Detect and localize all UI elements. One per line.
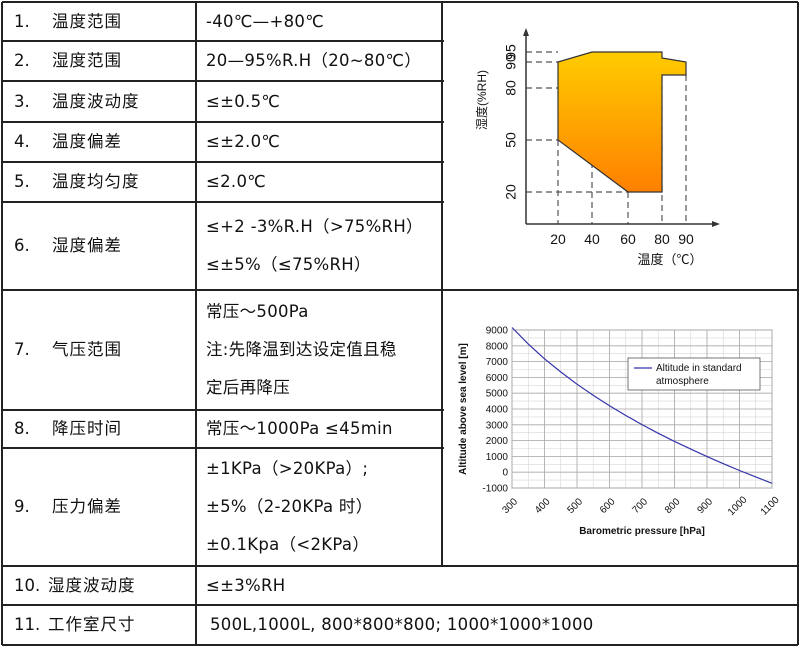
y-tick-label: 4000 (486, 405, 509, 416)
row-label: 气压范围 (52, 340, 122, 359)
x-tick-label: 80 (654, 231, 670, 247)
table-rule-h (2, 565, 798, 567)
row-number: 10. (14, 575, 41, 595)
table-rule-h (2, 40, 444, 42)
y-tick-label: 0 (502, 468, 508, 479)
y-tick-label: 6000 (486, 373, 509, 384)
row-value: ±5%（2-20KPa 时） (206, 497, 373, 516)
x-tick-label: 900 (695, 496, 715, 516)
x-tick-label: 600 (598, 496, 618, 516)
table-rule-h (2, 80, 444, 82)
legend-label: Altitude in standard (656, 363, 742, 374)
row-value: 500L,1000L, 800*800*800; 1000*1000*1000 (210, 615, 594, 634)
x-tick-label: 800 (663, 496, 683, 516)
y-axis-title: Altitude above sea level [m] (458, 343, 469, 475)
x-tick-label: 500 (565, 496, 585, 516)
row-label: 湿度波动度 (48, 575, 136, 595)
y-tick-label: 2000 (486, 436, 509, 447)
row-label: 压力偏差 (52, 497, 122, 516)
row-value: ≤±0.5℃ (206, 91, 281, 111)
y-tick-label: -1000 (482, 484, 508, 495)
row-number: 3. (14, 91, 30, 111)
pressure-altitude-chart: -1000 0 1000 2000 3000 4000 5000 6000 7000 8000 90… (458, 326, 782, 538)
row-value: ≤±2.0℃ (206, 132, 281, 151)
row-value: 常压～500Pa (206, 302, 309, 321)
y-axis-arrow (523, 28, 529, 36)
table-rule-v (195, 2, 197, 645)
x-tick-label: 1000 (726, 494, 750, 518)
x-axis-title: Barometric pressure [hPa] (579, 526, 705, 537)
row-value: ≤±3%RH (206, 575, 286, 595)
table-rule-h (2, 409, 444, 411)
row-number: 9. (14, 497, 30, 516)
x-axis-arrow (712, 221, 720, 227)
x-tick-label: 40 (584, 231, 600, 247)
row-value: ±1KPa（>20KPa）; (206, 459, 369, 478)
legend-box (627, 357, 761, 391)
y-tick-label: 1000 (486, 452, 509, 463)
row-label: 温度范围 (52, 11, 122, 31)
y-axis-title: 湿度(%RH) (474, 70, 489, 130)
row-label: 湿度偏差 (52, 236, 122, 255)
y-tick-label: 50 (503, 132, 519, 148)
y-tick-label: 7000 (486, 357, 509, 368)
row-label: 温度波动度 (52, 91, 140, 111)
row-number: 4. (14, 132, 30, 151)
y-tick-label: 95 (503, 44, 519, 60)
row-label: 湿度范围 (52, 51, 122, 70)
y-tick-label: 90 (503, 54, 519, 70)
row-number: 1. (14, 11, 30, 31)
table-rule-h (2, 289, 798, 291)
row-number: 7. (14, 340, 30, 359)
row-number: 5. (14, 172, 30, 191)
x-axis-title: 温度（℃） (637, 252, 702, 267)
y-tick-label: 80 (503, 80, 519, 96)
table-rule-v (1, 2, 3, 645)
operating-region (557, 51, 687, 193)
row-value: ≤±5%（≤75%RH） (206, 255, 371, 274)
table-rule-h (2, 121, 444, 123)
row-value: ±0.1Kpa（<2KPa） (206, 535, 370, 554)
y-tick-label: 9000 (486, 326, 509, 337)
table-rule-v (797, 2, 799, 645)
row-value: 常压～1000Pa ≤45min (206, 419, 393, 438)
x-tick-label: 20 (550, 231, 566, 247)
y-tick-label: 20 (503, 184, 519, 200)
row-value: ≤+2 -3%R.H（>75%RH） (206, 217, 423, 236)
table-rule-h (2, 604, 798, 606)
x-tick-label: 60 (620, 231, 636, 247)
x-tick-label: 400 (533, 496, 553, 516)
row-value: 定后再降压 (206, 378, 290, 397)
y-tick-label: 8000 (486, 341, 509, 352)
x-tick-label: 90 (678, 231, 694, 247)
row-label: 温度偏差 (52, 132, 122, 151)
table-rule-h (2, 644, 798, 646)
row-value: ≤2.0℃ (206, 172, 267, 191)
row-number: 8. (14, 419, 30, 438)
row-value: 注:先降温到达设定值且稳 (206, 340, 397, 359)
row-number: 6. (14, 236, 30, 255)
row-label: 工作室尺寸 (48, 615, 136, 634)
table-rule-h (2, 201, 444, 203)
table-rule-h (2, 161, 444, 163)
row-value: -40℃—+80℃ (206, 11, 325, 31)
row-number: 2. (14, 51, 30, 70)
x-tick-label: 300 (500, 496, 520, 516)
x-tick-label: 1100 (759, 494, 782, 517)
y-tick-label: 3000 (486, 420, 509, 431)
y-tick-label: 5000 (486, 389, 509, 400)
row-label: 降压时间 (52, 419, 122, 438)
altitude-series-line (511, 327, 773, 484)
table-rule-v (441, 2, 443, 566)
table-rule-h (2, 1, 798, 3)
row-label: 温度均匀度 (52, 172, 140, 191)
row-number: 11. (14, 615, 41, 634)
row-value: 20—95%R.H（20~80℃） (206, 51, 422, 70)
legend-label: atmosphere (656, 376, 709, 387)
table-rule-h (2, 447, 444, 449)
x-tick-label: 700 (630, 496, 650, 516)
